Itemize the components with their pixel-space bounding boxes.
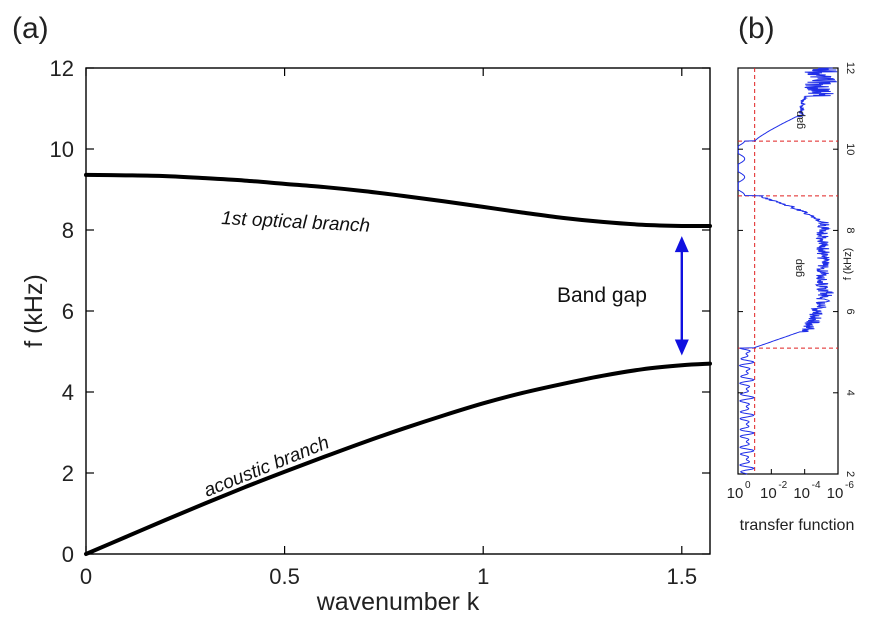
panel-b-label: (b) xyxy=(738,12,775,45)
b-x-tick-base: 10 xyxy=(727,485,744,502)
x-tick-label: 1 xyxy=(477,564,489,589)
x-tick-label: 1.5 xyxy=(667,564,698,589)
upper-gap-label: gap xyxy=(794,111,806,129)
b-x-tick-exponent: 0 xyxy=(745,480,751,491)
b-x-tick-base: 10 xyxy=(793,485,810,502)
b-x-tick-base: 10 xyxy=(827,485,844,502)
b-y-tick-label: 8 xyxy=(844,227,856,233)
panel-b-x-axis-label: transfer function xyxy=(740,517,855,534)
y-tick-label: 4 xyxy=(62,380,74,405)
panel-b-axes-frame xyxy=(737,67,839,475)
panel-a: (a) 0 0.5 1 1.5 0 2 4 6 8 10 12 wavenumber k f (kH… xyxy=(12,12,712,616)
b-x-tick-exponent: -6 xyxy=(845,480,854,491)
b-y-tick-label: 4 xyxy=(844,390,856,396)
optical-branch-label: 1st optical branch xyxy=(221,208,371,237)
panel-a-y-axis-label: f (kHz) xyxy=(20,274,48,348)
y-tick-label: 10 xyxy=(50,137,74,162)
b-x-tick-exponent: -2 xyxy=(778,480,787,491)
b-y-tick-label: 2 xyxy=(844,471,856,477)
y-tick-label: 12 xyxy=(50,56,74,81)
band-gap-arrow-head-bottom xyxy=(674,339,689,356)
panel-b-y-axis-label: f (kHz) xyxy=(842,248,854,280)
y-tick-label: 6 xyxy=(62,299,74,324)
acoustic-branch-label: acoustic branch xyxy=(201,432,332,501)
b-y-tick-label: 10 xyxy=(844,143,856,155)
panel-a-x-axis-label: wavenumber k xyxy=(316,588,480,616)
lower-gap-label: gap xyxy=(793,259,805,277)
panel-a-ticks: 0 0.5 1 1.5 0 2 4 6 8 10 12 xyxy=(50,56,710,589)
panel-a-series xyxy=(84,172,712,556)
panel-a-label: (a) xyxy=(12,12,49,45)
transfer-function-curve xyxy=(737,67,838,475)
panel-a-axes-frame xyxy=(85,67,711,555)
y-tick-label: 8 xyxy=(62,218,74,243)
optical-branch-line xyxy=(84,172,712,229)
acoustic-branch-line xyxy=(84,361,712,556)
x-tick-label: 0 xyxy=(80,564,92,589)
b-x-tick-exponent: -4 xyxy=(812,480,821,491)
b-y-tick-label: 6 xyxy=(844,309,856,315)
band-gap-label: Band gap xyxy=(557,284,647,307)
band-gap-arrow-head-top xyxy=(674,236,689,253)
band-gap-arrow xyxy=(674,236,689,356)
x-tick-label: 0.5 xyxy=(269,564,300,589)
b-x-tick-base: 10 xyxy=(760,485,777,502)
b-y-tick-label: 12 xyxy=(844,62,856,74)
y-tick-label: 2 xyxy=(62,461,74,486)
y-tick-label: 0 xyxy=(62,542,74,567)
